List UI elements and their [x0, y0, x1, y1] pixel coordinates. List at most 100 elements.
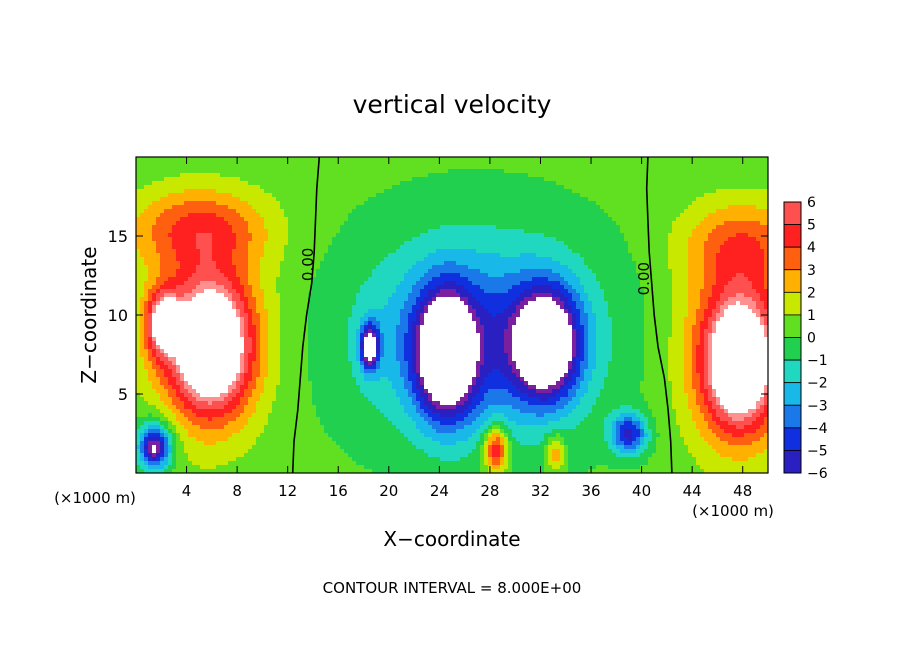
field-cell [628, 189, 633, 194]
field-cell [380, 257, 385, 262]
field-cell [304, 277, 309, 282]
field-cell [716, 261, 721, 266]
field-cell [172, 201, 177, 206]
field-cell [152, 229, 157, 234]
field-cell [236, 205, 241, 210]
field-cell [416, 217, 421, 222]
field-cell [216, 245, 221, 250]
field-cell [704, 245, 709, 250]
field-cell [312, 229, 317, 234]
field-cell [436, 257, 441, 262]
field-cell [332, 253, 337, 258]
field-cell [232, 241, 237, 246]
field-cell [404, 225, 409, 230]
field-cell [416, 189, 421, 194]
field-cell [624, 221, 629, 226]
field-cell [252, 233, 257, 238]
field-cell [284, 157, 289, 162]
field-cell [728, 209, 733, 214]
field-cell [492, 201, 497, 206]
field-cell [376, 205, 381, 210]
field-cell [376, 249, 381, 254]
field-cell [680, 189, 685, 194]
field-cell [324, 173, 329, 178]
field-cell [704, 229, 709, 234]
field-cell [468, 233, 473, 238]
field-cell [564, 213, 569, 218]
field-cell [732, 169, 737, 174]
field-cell [324, 157, 329, 162]
field-cell [524, 261, 529, 266]
field-cell [212, 221, 217, 226]
field-cell [580, 241, 585, 246]
field-cell [344, 237, 349, 242]
field-cell [164, 169, 169, 174]
field-cell [568, 209, 573, 214]
field-cell [300, 281, 305, 286]
field-cell [472, 173, 477, 178]
field-cell [492, 157, 497, 162]
field-cell [396, 169, 401, 174]
field-cell [188, 225, 193, 230]
field-cell [536, 193, 541, 198]
field-cell [228, 157, 233, 162]
field-cell [276, 209, 281, 214]
field-cell [408, 185, 413, 190]
field-cell [552, 217, 557, 222]
field-cell [316, 261, 321, 266]
field-cell [460, 165, 465, 170]
field-cell [620, 253, 625, 258]
field-cell [504, 169, 509, 174]
field-cell [152, 169, 157, 174]
field-cell [728, 161, 733, 166]
field-cell [764, 269, 769, 274]
field-cell [396, 201, 401, 206]
field-cell [148, 201, 153, 206]
field-cell [716, 277, 721, 282]
field-cell [392, 277, 397, 282]
field-cell [632, 269, 637, 274]
field-cell [676, 197, 681, 202]
field-cell [708, 233, 713, 238]
field-cell [348, 177, 353, 182]
field-cell [408, 233, 413, 238]
field-cell [496, 253, 501, 258]
field-cell [628, 157, 633, 162]
field-cell [540, 213, 545, 218]
field-cell [172, 237, 177, 242]
field-cell [492, 249, 497, 254]
field-cell [372, 277, 377, 282]
field-cell [688, 169, 693, 174]
field-cell [396, 181, 401, 186]
field-cell [764, 233, 769, 238]
field-cell [144, 217, 149, 222]
field-cell [256, 225, 261, 230]
field-cell [408, 181, 413, 186]
field-cell [296, 217, 301, 222]
field-cell [444, 197, 449, 202]
field-cell [644, 257, 649, 262]
field-cell [452, 241, 457, 246]
field-cell [264, 253, 269, 258]
field-cell [200, 209, 205, 214]
field-cell [648, 249, 653, 254]
field-cell [284, 221, 289, 226]
field-cell [748, 189, 753, 194]
field-cell [548, 213, 553, 218]
field-cell [656, 217, 661, 222]
field-cell [324, 185, 329, 190]
field-cell [248, 245, 253, 250]
field-cell [576, 177, 581, 182]
field-cell [472, 213, 477, 218]
field-cell [588, 221, 593, 226]
field-cell [724, 197, 729, 202]
field-cell [364, 261, 369, 266]
field-cell [728, 273, 733, 278]
field-cell [332, 193, 337, 198]
field-cell [632, 169, 637, 174]
field-cell [540, 169, 545, 174]
field-cell [548, 177, 553, 182]
field-cell [548, 181, 553, 186]
field-cell [308, 197, 313, 202]
field-cell [556, 237, 561, 242]
